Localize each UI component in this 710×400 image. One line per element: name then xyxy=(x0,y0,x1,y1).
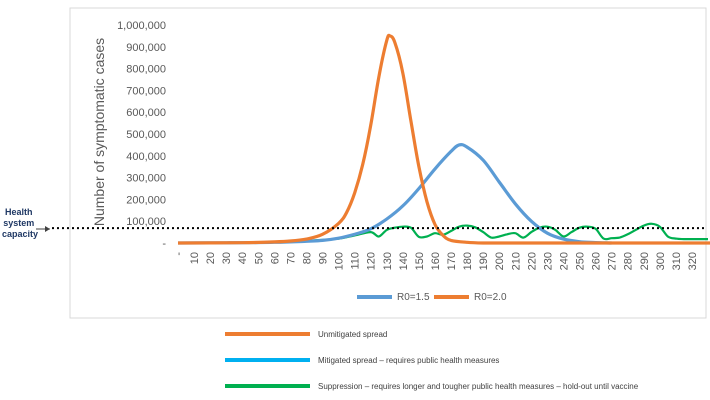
x-tick-label: 320 xyxy=(687,252,699,270)
x-tick-label: - xyxy=(173,252,185,256)
x-tick-label: 80 xyxy=(301,252,313,264)
x-tick-label: 140 xyxy=(398,252,410,270)
x-tick-label: 300 xyxy=(655,252,667,270)
x-tick-label: 150 xyxy=(414,252,426,270)
y-axis-label: Number of symptomatic cases xyxy=(91,38,107,226)
x-tick-label: 170 xyxy=(446,252,458,270)
series-lines xyxy=(177,33,710,245)
x-tick-label: 310 xyxy=(671,252,683,270)
y-tick-label: 200,000 xyxy=(126,194,166,206)
x-tick-label: 280 xyxy=(623,252,635,270)
y-tick-label: - xyxy=(162,238,166,250)
x-tick-label: 110 xyxy=(350,252,362,270)
x-tick-label: 250 xyxy=(575,252,587,270)
x-tick-label: 230 xyxy=(542,252,554,270)
x-tick-label: 190 xyxy=(478,252,490,270)
x-tick-label: 70 xyxy=(285,252,297,264)
plot-frame xyxy=(69,7,707,319)
key-label-suppression: Suppression – requires longer and toughe… xyxy=(318,382,639,391)
x-tick-label: 240 xyxy=(558,252,570,270)
x-tick-label: 180 xyxy=(462,252,474,270)
y-tick-label: 800,000 xyxy=(126,64,166,76)
y-tick-labels: - 100,000 200,000 300,000 400,000 500,000 600,… xyxy=(117,20,166,250)
x-tick-label: 100 xyxy=(334,252,346,270)
x-tick-label: 30 xyxy=(221,252,233,264)
series-line-r0-2-0 xyxy=(177,33,710,245)
x-tick-label: 160 xyxy=(430,252,442,270)
y-tick-label: 900,000 xyxy=(126,42,166,54)
scenario-key: Unmitigated spread Mitigated spread – re… xyxy=(225,330,639,391)
y-tick-label: 600,000 xyxy=(126,107,166,119)
key-label-mitigated: Mitigated spread – requires public healt… xyxy=(318,356,499,365)
x-tick-label: 60 xyxy=(269,252,281,264)
x-tick-label: 90 xyxy=(318,252,330,264)
x-tick-label: 50 xyxy=(253,252,265,264)
x-tick-label: 270 xyxy=(607,252,619,270)
x-tick-label: 130 xyxy=(382,252,394,270)
y-tick-label: 400,000 xyxy=(126,151,166,163)
series-line-suppression xyxy=(177,222,708,245)
series-line-r0-1-5 xyxy=(177,142,612,245)
x-tick-labels: -10 20 30 40 50 60 70 80 90 100 110 120 130 140 150 160… xyxy=(173,252,699,271)
key-label-unmitigated: Unmitigated spread xyxy=(318,330,387,339)
x-tick-label: 260 xyxy=(591,252,603,270)
x-tick-label: 200 xyxy=(494,252,506,270)
y-tick-label: 500,000 xyxy=(126,129,166,141)
legend-label-r20: R0=2.0 xyxy=(474,292,507,303)
health-system-capacity-label: Health system capacity xyxy=(2,207,38,239)
y-tick-label: 300,000 xyxy=(126,173,166,185)
legend-label-r15: R0=1.5 xyxy=(397,292,430,303)
x-tick-label: 40 xyxy=(237,252,249,264)
y-tick-label: 100,000 xyxy=(126,216,166,228)
x-tick-label: 220 xyxy=(526,252,538,270)
y-tick-label: 1,000,000 xyxy=(117,20,166,32)
y-tick-label: 700,000 xyxy=(126,85,166,97)
x-tick-label: 120 xyxy=(366,252,378,270)
x-tick-label: 10 xyxy=(189,252,201,264)
annotation-arrow-icon xyxy=(45,226,50,232)
x-tick-label: 20 xyxy=(205,252,217,264)
x-tick-label: 290 xyxy=(639,252,651,270)
legend: R0=1.5 R0=2.0 xyxy=(357,292,507,303)
x-tick-label: 210 xyxy=(510,252,522,270)
